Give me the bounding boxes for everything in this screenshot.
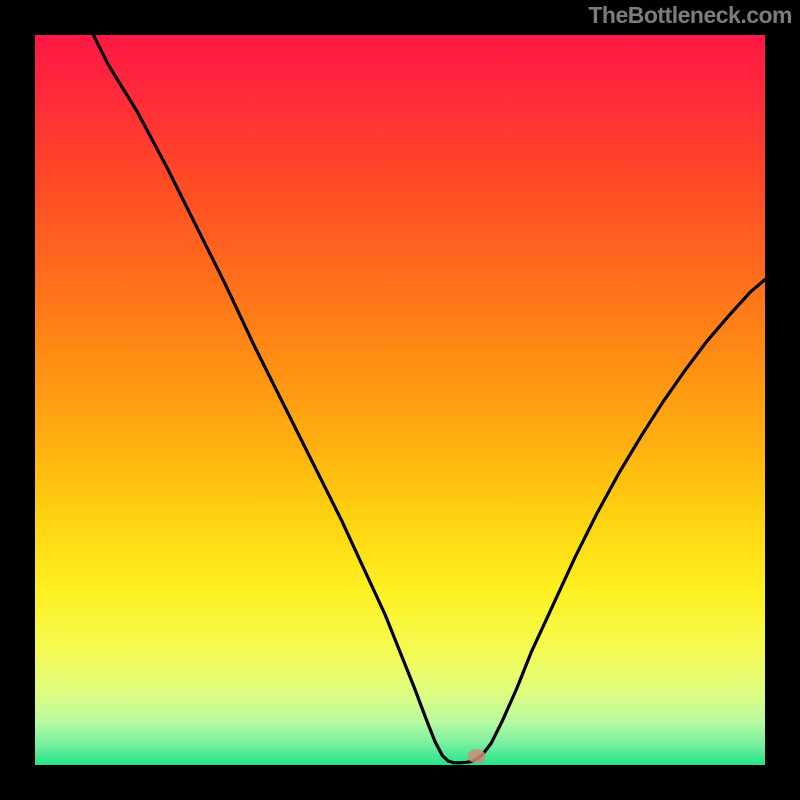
bottleneck-chart bbox=[0, 0, 800, 800]
chart-frame: TheBottleneck.com bbox=[0, 0, 800, 800]
watermark-text: TheBottleneck.com bbox=[588, 2, 792, 29]
optimal-marker bbox=[468, 749, 486, 763]
